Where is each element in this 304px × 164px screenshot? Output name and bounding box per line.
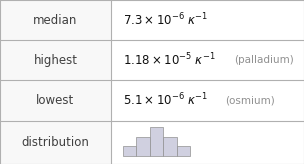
Text: $5.1\times10^{-6}$ $\kappa^{-1}$: $5.1\times10^{-6}$ $\kappa^{-1}$ (123, 92, 208, 109)
Bar (177, 146, 190, 156)
Text: lowest: lowest (36, 94, 74, 107)
Text: $1.18\times10^{-5}$ $\kappa^{-1}$: $1.18\times10^{-5}$ $\kappa^{-1}$ (123, 52, 216, 69)
Text: (palladium): (palladium) (234, 55, 294, 65)
Bar (0, 0, 111, 40)
Bar (111, 121, 304, 164)
Bar (0, 121, 111, 164)
Text: (osmium): (osmium) (225, 95, 275, 105)
Bar (123, 146, 136, 156)
Bar (0, 40, 111, 80)
Bar (111, 40, 304, 80)
Bar (136, 137, 150, 156)
Bar (150, 127, 163, 156)
Text: $7.3\times10^{-6}$ $\kappa^{-1}$: $7.3\times10^{-6}$ $\kappa^{-1}$ (123, 12, 208, 28)
Bar (0, 80, 111, 121)
Bar (163, 137, 177, 156)
Text: distribution: distribution (22, 136, 89, 149)
Text: highest: highest (33, 54, 78, 67)
Bar (111, 0, 304, 40)
Bar (111, 80, 304, 121)
Text: median: median (33, 14, 78, 27)
